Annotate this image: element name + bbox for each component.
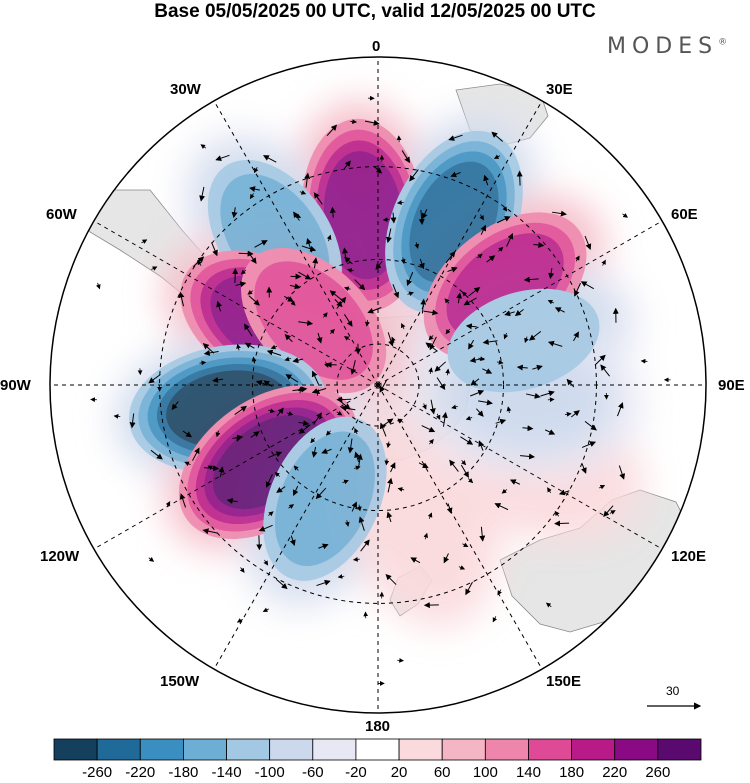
colorbar-tick-label: 140 xyxy=(516,764,541,781)
colorbar-tick-label: -100 xyxy=(255,764,285,781)
colorbar-swatch xyxy=(227,739,270,760)
colorbar-swatch xyxy=(442,739,485,760)
colorbar-tick-label: -140 xyxy=(212,764,242,781)
colorbar-swatch xyxy=(313,739,356,760)
colorbar-tick-label: -20 xyxy=(345,764,367,781)
colorbar-tick-label: 60 xyxy=(434,764,451,781)
colorbar-tick-label: 20 xyxy=(391,764,408,781)
colorbar-tick-label: 100 xyxy=(473,764,498,781)
colorbar-swatch xyxy=(658,739,701,760)
colorbar-swatch xyxy=(485,739,528,760)
colorbar-swatch xyxy=(572,739,615,760)
colorbar-swatch xyxy=(356,739,399,760)
colorbar-swatch xyxy=(54,739,97,760)
colorbar-tick-label: -180 xyxy=(168,764,198,781)
colorbar-swatch xyxy=(140,739,183,760)
colorbar-swatch xyxy=(183,739,226,760)
colorbar xyxy=(0,0,750,783)
colorbar-tick-label: -220 xyxy=(125,764,155,781)
colorbar-swatch xyxy=(615,739,658,760)
colorbar-tick-label: -260 xyxy=(82,764,112,781)
colorbar-tick-label: -60 xyxy=(302,764,324,781)
colorbar-tick-label: 260 xyxy=(645,764,670,781)
colorbar-swatch xyxy=(270,739,313,760)
colorbar-tick-label: 220 xyxy=(602,764,627,781)
colorbar-swatch xyxy=(97,739,140,760)
colorbar-tick-label: 180 xyxy=(559,764,584,781)
colorbar-swatch xyxy=(399,739,442,760)
colorbar-swatch xyxy=(528,739,571,760)
